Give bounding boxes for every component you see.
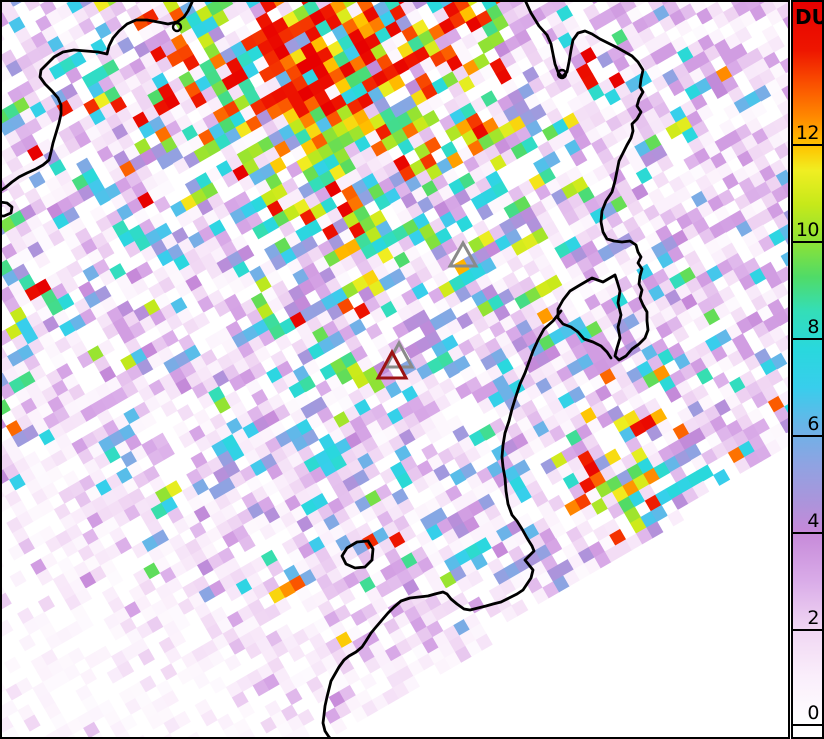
coastline-layer (0, 0, 650, 739)
coast-knot-east (556, 68, 568, 80)
volcano-triangle-red (375, 348, 409, 380)
colorbar-unit-label: DU (795, 5, 824, 29)
east-coast-and-tokyo-bay (523, 0, 650, 362)
colorbar-tick-label-10: 10 (795, 219, 820, 241)
colorbar-tick-label-8: 8 (807, 316, 819, 338)
colorbar-tick-label-4: 4 (807, 510, 819, 532)
colorbar-tick-label-0: 0 (807, 702, 819, 724)
west-coast-noto (0, 0, 195, 193)
volcano-triangle-gray-1 (447, 239, 479, 268)
colorbar: 12 10 8 6 4 2 0 DU (791, 0, 824, 739)
sagami-izu-coast (321, 309, 563, 739)
colorbar-tick-0 (793, 724, 822, 726)
coast-knot-west (171, 21, 183, 33)
colorbar-tick-10 (793, 241, 822, 243)
west-corner-arc (0, 200, 14, 218)
colorbar-tick-4 (793, 532, 822, 534)
colorbar-tick-6 (793, 435, 822, 437)
volcano-marker-layer (375, 239, 479, 380)
map-frame (0, 0, 790, 739)
colorbar-tick-8 (793, 338, 822, 340)
izu-oshima-island (340, 539, 375, 570)
colorbar-gradient (793, 2, 822, 725)
swath-pixel-layer (0, 0, 790, 739)
colorbar-tick-label-2: 2 (807, 607, 819, 629)
colorbar-tick-2 (793, 629, 822, 631)
colorbar-tick-label-6: 6 (807, 413, 819, 435)
map-canvas (0, 0, 790, 739)
colorbar-tick-12 (793, 144, 822, 146)
colorbar-tick-label-12: 12 (795, 122, 820, 144)
